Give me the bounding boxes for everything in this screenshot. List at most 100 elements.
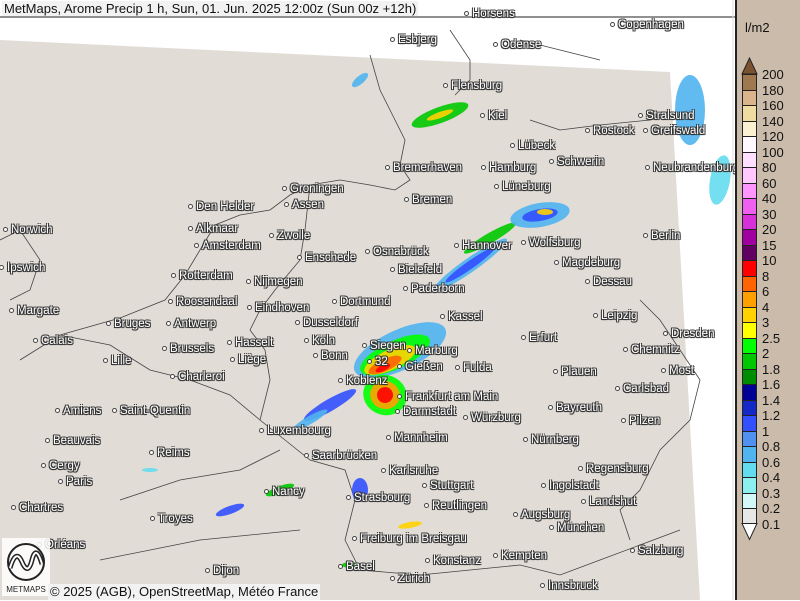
legend-label: 1.4 xyxy=(762,392,781,408)
city-label: Rostock xyxy=(586,125,635,138)
legend-label: 0.1 xyxy=(762,516,781,532)
legend-label: 1.6 xyxy=(762,377,781,392)
legend-label: 4 xyxy=(762,299,770,315)
city-label: Hannover xyxy=(455,240,512,253)
city-label: Bremen xyxy=(405,194,452,207)
city-label: Den Helder xyxy=(189,201,254,214)
city-label: Bielefeld xyxy=(391,264,442,277)
city-label: Roosendaal xyxy=(169,296,237,309)
city-label: Bruges xyxy=(107,318,150,331)
legend-label: 6 xyxy=(762,284,770,299)
legend-label: 160 xyxy=(762,98,784,113)
city-label: Carlsbad xyxy=(616,383,669,396)
legend-label: 140 xyxy=(762,113,784,129)
city-label: Paris xyxy=(59,476,92,489)
legend-label: 60 xyxy=(762,175,777,191)
city-label: Rotterdam xyxy=(172,270,233,283)
attribution: © 2025 (AGB), OpenStreetMap, Météo Franc… xyxy=(48,584,321,600)
precip-cell xyxy=(377,387,393,403)
city-label: Horsens xyxy=(465,8,515,21)
legend-label: 20 xyxy=(762,222,777,237)
city-label: Basel xyxy=(339,561,375,574)
metmaps-logo: METMAPS xyxy=(2,538,50,596)
city-label: Ingolstadt xyxy=(542,480,599,493)
city-label: Pilzen xyxy=(622,415,660,428)
city-label: Marburg xyxy=(408,345,458,358)
map-title: MetMaps, Arome Precip 1 h, Sun, 01. Jun.… xyxy=(2,1,419,16)
city-label: Osnabrück xyxy=(366,246,429,259)
precipitation-map[interactable]: Horsens Copenhagen Esbjerg Odense Flensburg K… xyxy=(0,0,735,600)
city-label: Dusseldorf xyxy=(296,317,358,330)
city-label: Orléans xyxy=(38,539,85,552)
city-label: Würzburg xyxy=(464,412,521,425)
legend-label: 1 xyxy=(762,423,770,439)
city-label: Luxembourg xyxy=(260,425,331,438)
precip-legend: l/m2 200 180 160 140 120 100 80 60 40 30 20 15 10 8 6 4… xyxy=(735,0,800,600)
city-label: Koblenz xyxy=(339,375,388,388)
legend-label: 200 xyxy=(762,67,784,82)
city-label: München xyxy=(550,522,604,535)
precip-cell xyxy=(537,209,553,215)
city-label: Frankfurt am Main xyxy=(398,391,498,404)
city-label: Regensburg xyxy=(579,463,649,476)
city-label: Troyes xyxy=(151,513,193,526)
city-label: Strasbourg xyxy=(347,492,410,505)
city-label: Margate xyxy=(10,305,59,318)
city-label: Plauen xyxy=(554,366,597,379)
city-label: Salzburg xyxy=(631,545,683,558)
city-label: Chartres xyxy=(12,502,63,515)
city-label: Dessau xyxy=(586,276,632,289)
city-label: Bremerhaven xyxy=(386,162,462,175)
city-label: Cergy xyxy=(42,460,80,473)
city-label: Lille xyxy=(104,355,131,368)
city-label: Hasselt xyxy=(228,337,273,350)
legend-label: 40 xyxy=(762,191,777,206)
legend-label: 3 xyxy=(762,315,770,330)
city-label: Antwerp xyxy=(167,318,216,331)
city-label: Brussels xyxy=(163,343,214,356)
city-label: Schwerin xyxy=(550,156,604,169)
city-label: Esbjerg xyxy=(391,34,437,47)
city-label: Zwolle xyxy=(270,230,310,243)
legend-label: 120 xyxy=(762,129,784,144)
city-label: Copenhagen xyxy=(611,19,684,32)
city-label: Siegen xyxy=(363,340,406,353)
border-line xyxy=(59,334,261,421)
legend-label: 0.3 xyxy=(762,485,781,501)
city-label: Stralsund xyxy=(639,110,695,123)
city-label: Zürich xyxy=(391,573,430,586)
legend-label: 80 xyxy=(762,160,777,175)
precip-cell xyxy=(445,247,495,283)
city-label: Karlsruhe xyxy=(382,465,438,478)
precip-cell xyxy=(398,521,422,529)
legend-label: 100 xyxy=(762,144,784,160)
legend-label: 0.6 xyxy=(762,454,781,470)
city-label: Flensburg xyxy=(444,80,502,93)
city-label: Nijmegen xyxy=(247,276,303,289)
precip-cell xyxy=(142,468,158,472)
city-label: Leipzig xyxy=(594,310,637,323)
legend-label: 8 xyxy=(762,268,770,284)
legend-label: 1.8 xyxy=(762,361,781,377)
legend-label: 2.5 xyxy=(762,330,781,346)
city-label: Saarbrücken xyxy=(305,450,377,463)
city-label: Mannheim xyxy=(387,432,448,445)
city-label: Odense xyxy=(494,39,541,52)
city-label: Nancy xyxy=(265,486,305,499)
city-label: Konstanz xyxy=(426,555,481,568)
city-label: Darmstadt xyxy=(396,406,456,419)
city-label: Hamburg xyxy=(482,162,536,175)
city-label: Calais xyxy=(34,335,73,348)
legend-label: 2 xyxy=(762,346,770,361)
city-label: Stuttgart xyxy=(423,480,473,493)
city-label: Bonn xyxy=(314,350,348,363)
city-label: Kassel xyxy=(441,311,483,324)
city-label: Chemnitz xyxy=(624,344,680,357)
legend-label: 0.2 xyxy=(762,501,781,516)
city-label: Amsterdam xyxy=(195,240,261,253)
legend-over-triangle xyxy=(741,56,758,75)
city-label: 32 xyxy=(368,356,388,369)
city-label: Innsbruck xyxy=(541,580,598,593)
city-label: Reutlingen xyxy=(425,500,487,513)
city-label: Bayreuth xyxy=(549,402,602,415)
